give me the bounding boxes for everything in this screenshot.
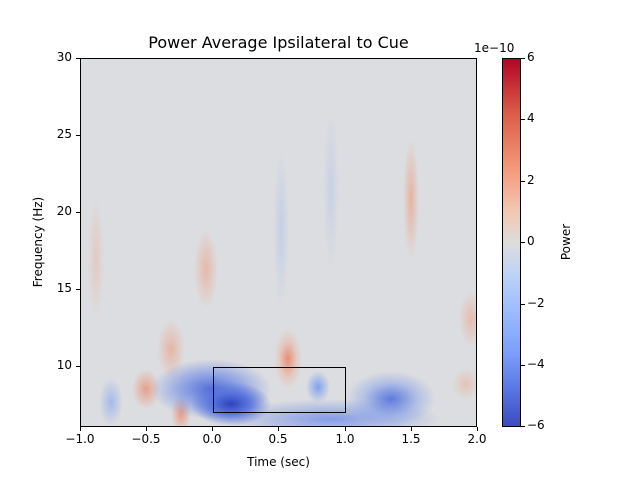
colorbar-scale-exponent: 1e−10 <box>474 41 515 55</box>
x-tick <box>345 427 346 431</box>
y-axis-label: Frequency (Hz) <box>31 196 45 288</box>
colorbar <box>502 58 521 427</box>
y-tick-label: 20 <box>56 204 72 218</box>
colorbar-tick-label: 6 <box>527 50 535 64</box>
colorbar-tick <box>521 119 525 120</box>
y-tick <box>76 135 80 136</box>
x-tick-label: 1.5 <box>401 432 421 446</box>
x-tick <box>146 427 147 431</box>
colorbar-label: Power <box>559 223 573 261</box>
x-tick-label: 1.0 <box>335 432 355 446</box>
y-tick-label: 30 <box>56 50 72 64</box>
colorbar-tick <box>521 304 525 305</box>
x-tick-label: −1.0 <box>65 432 95 446</box>
y-tick <box>76 366 80 367</box>
colorbar-tick-label: 4 <box>527 111 535 125</box>
x-tick <box>80 427 81 431</box>
colorbar-tick-label: −6 <box>527 418 545 432</box>
x-tick <box>212 427 213 431</box>
spectrogram-heatmap <box>80 58 477 427</box>
colorbar-tick <box>521 426 525 427</box>
x-tick-label: 0.5 <box>268 432 288 446</box>
x-tick <box>411 427 412 431</box>
x-tick <box>477 427 478 431</box>
y-tick-label: 10 <box>56 358 72 372</box>
colorbar-tick <box>521 181 525 182</box>
colorbar-tick-label: 0 <box>527 234 535 248</box>
x-tick <box>278 427 279 431</box>
y-tick <box>76 212 80 213</box>
y-tick <box>76 289 80 290</box>
y-tick-label: 25 <box>56 127 72 141</box>
y-tick-label: 15 <box>56 281 72 295</box>
y-tick <box>76 58 80 59</box>
chart-title: Power Average Ipsilateral to Cue <box>148 33 409 52</box>
roi-box <box>213 367 346 413</box>
colorbar-tick <box>521 365 525 366</box>
colorbar-tick <box>521 242 525 243</box>
colorbar-tick-label: −4 <box>527 357 545 371</box>
colorbar-tick-label: 2 <box>527 173 535 187</box>
x-tick-label: 0.0 <box>202 432 222 446</box>
x-axis-label: Time (sec) <box>247 455 310 469</box>
colorbar-tick <box>521 58 525 59</box>
x-tick-label: −0.5 <box>131 432 161 446</box>
x-tick-label: 2.0 <box>467 432 487 446</box>
colorbar-tick-label: −2 <box>527 296 545 310</box>
